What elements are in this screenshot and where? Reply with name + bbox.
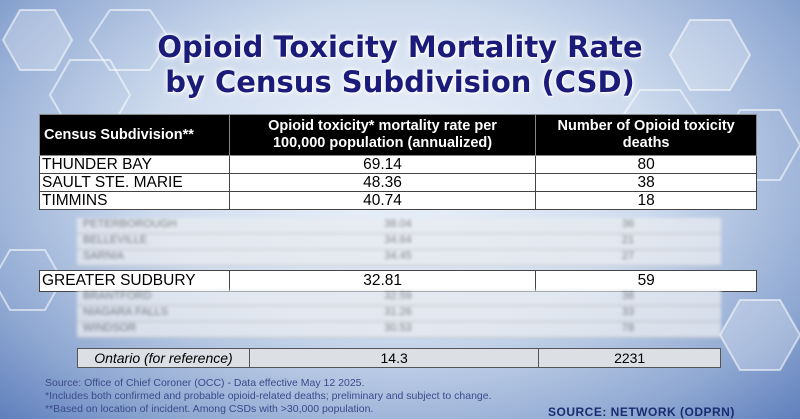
row-csd: TIMMINS [39,191,230,210]
table-header-row: Census Subdivision** Opioid toxicity* mo… [39,114,757,156]
header-csd: Census Subdivision** [39,114,230,156]
blurred-csd: PETERBOROUGH [83,218,177,230]
blurred-row: PETERBOROUGH 38.04 36 [77,218,721,234]
row-csd: SAULT STE. MARIE [39,173,230,192]
mortality-table: Census Subdivision** Opioid toxicity* mo… [39,114,757,210]
row-rate: 40.74 [228,191,537,210]
row-rate: 48.36 [228,173,537,192]
blurred-csd: NIAGARA FALLS [83,306,168,318]
blurred-rate: 30.53 [384,322,412,334]
row-csd: Ontario (for reference) [77,348,250,368]
table-row-reference: Ontario (for reference) 14.3 2231 [77,348,721,368]
blurred-csd: BELLEVILLE [83,234,148,246]
header-deaths-line2: deaths [622,135,670,151]
blurred-rate: 31.26 [384,306,412,318]
row-rate: 69.14 [228,155,537,174]
table-row: TIMMINS 40.74 18 [39,191,757,210]
footnote-1: *Includes both confirmed and probable op… [45,390,492,402]
blurred-deaths: 21 [621,234,635,246]
row-deaths: 18 [535,191,757,210]
header-rate-line2: 100,000 population (annualized) [272,135,493,151]
blurred-rate: 34.45 [384,250,412,262]
title-line-1: Opioid Toxicity Mortality Rate [157,30,643,64]
blurred-deaths: 38 [621,290,635,302]
slide-title: Opioid Toxicity Mortality Rate by Census… [0,30,800,100]
row-deaths: 80 [535,155,757,174]
blurred-deaths: 78 [621,322,635,334]
header-rate-line1: Opioid toxicity* mortality rate per [268,118,497,134]
row-csd: GREATER SUDBURY [39,270,230,292]
blurred-row: SARNIA 34.45 27 [77,250,721,266]
footnote-2: **Based on location of incident. Among C… [45,403,374,415]
row-csd: THUNDER BAY [39,155,230,174]
blurred-row: BELLEVILLE 34.64 21 [77,234,721,250]
blurred-row: NIAGARA FALLS 31.26 33 [77,306,721,322]
blurred-deaths: 33 [621,306,635,318]
blurred-rate: 32.59 [384,290,412,302]
header-deaths: Number of Opioid toxicity deaths [535,114,757,156]
highlight-row-table: GREATER SUDBURY 32.81 59 [39,270,757,292]
footnote-source: Source: Office of Chief Coroner (OCC) - … [45,377,365,389]
blurred-row: BRANTFORD 32.59 38 [77,290,721,306]
blurred-rate: 34.64 [384,234,412,246]
reference-row-table: Ontario (for reference) 14.3 2231 [77,348,721,368]
blurred-csd: SARNIA [83,250,124,262]
blurred-rate: 38.04 [384,218,412,230]
blurred-rows-top: PETERBOROUGH 38.04 36 BELLEVILLE 34.64 2… [77,218,721,266]
table-row: SAULT STE. MARIE 48.36 38 [39,173,757,192]
blurred-deaths: 36 [621,218,635,230]
table-row: THUNDER BAY 69.14 80 [39,155,757,174]
blurred-deaths: 27 [621,250,635,262]
title-line-2: by Census Subdivision (CSD) [165,65,635,99]
row-deaths: 2231 [538,348,721,368]
blurred-csd: BRANTFORD [83,290,152,302]
header-deaths-line1: Number of Opioid toxicity [557,118,735,134]
blurred-csd: WINDSOR [83,322,137,334]
row-deaths: 38 [535,173,757,192]
table-row-highlight: GREATER SUDBURY 32.81 59 [39,270,757,292]
blurred-row: WINDSOR 30.53 78 [77,322,721,338]
row-rate: 14.3 [248,348,540,368]
footnotes: Source: Office of Chief Coroner (OCC) - … [45,377,492,416]
broadcast-source: SOURCE: NETWORK (ODPRN) [548,405,735,419]
row-rate: 32.81 [228,270,537,292]
blurred-rows-bottom: BRANTFORD 32.59 38 NIAGARA FALLS 31.26 3… [77,290,721,348]
row-deaths: 59 [535,270,757,292]
header-rate: Opioid toxicity* mortality rate per 100,… [228,114,537,156]
